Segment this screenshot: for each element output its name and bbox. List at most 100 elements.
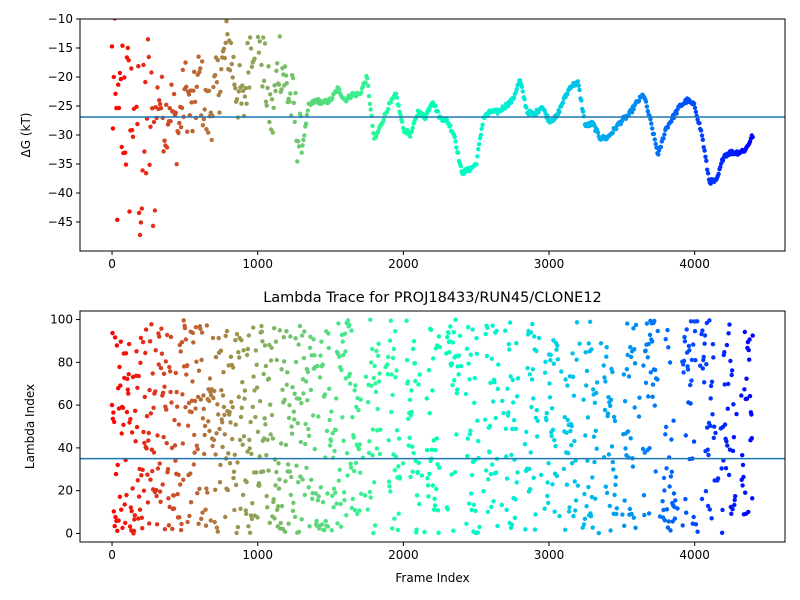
- delta-g-point: [146, 54, 151, 60]
- lambda-point: [136, 494, 142, 499]
- delta-g-point: [610, 130, 615, 135]
- lambda-point: [629, 511, 634, 517]
- lambda-point: [188, 471, 193, 476]
- lambda-point: [177, 515, 182, 520]
- lambda-point: [671, 418, 676, 423]
- lambda-x-axis-label: Frame Index: [395, 571, 469, 585]
- lambda-point: [415, 469, 421, 475]
- delta-g-point: [365, 83, 371, 89]
- delta-g-point: [671, 115, 677, 121]
- lambda-point: [291, 500, 296, 505]
- lambda-point: [614, 511, 619, 517]
- lambda-point: [393, 375, 398, 380]
- lambda-point: [129, 430, 135, 435]
- lambda-point: [331, 486, 337, 491]
- lambda-point: [515, 470, 520, 475]
- lambda-point: [301, 355, 307, 361]
- lambda-point: [159, 351, 165, 356]
- lambda-point: [213, 354, 219, 360]
- lambda-point: [372, 480, 377, 485]
- lambda-point: [302, 492, 307, 498]
- lambda-point: [306, 426, 311, 432]
- lambda-point: [400, 461, 406, 466]
- delta-g-point: [215, 57, 220, 63]
- lambda-point: [303, 379, 309, 384]
- lambda-point: [586, 341, 591, 346]
- lambda-point: [467, 377, 472, 382]
- lambda-point: [220, 420, 225, 425]
- lambda-point: [275, 507, 280, 512]
- lambda-point: [239, 338, 244, 343]
- lambda-point: [636, 414, 642, 419]
- lambda-point: [281, 335, 286, 340]
- lambda-point: [390, 355, 396, 361]
- delta-g-point: [479, 126, 484, 131]
- lambda-point: [459, 363, 464, 369]
- lambda-point: [146, 430, 151, 436]
- lambda-point: [731, 435, 737, 440]
- lambda-point: [727, 322, 732, 327]
- lambda-point: [122, 502, 127, 507]
- delta-g-point: [122, 75, 127, 80]
- lambda-point: [178, 527, 184, 533]
- lambda-point: [175, 404, 180, 409]
- lambda-point: [112, 523, 117, 529]
- lambda-point: [474, 351, 480, 356]
- lambda-point: [506, 342, 511, 347]
- lambda-point: [574, 320, 580, 325]
- lambda-point: [650, 394, 655, 399]
- delta-g-point: [119, 144, 124, 150]
- delta-g-point: [658, 144, 664, 150]
- lambda-point: [726, 472, 732, 478]
- lambda-point: [225, 487, 230, 493]
- lambda-point: [552, 509, 557, 514]
- delta-g-point: [365, 76, 370, 81]
- delta-g-point: [225, 32, 230, 37]
- lambda-point: [117, 494, 123, 499]
- lambda-point: [707, 318, 712, 323]
- delta-g-point: [255, 34, 261, 40]
- delta-g-point: [120, 43, 125, 48]
- delta-g-point: [524, 105, 529, 110]
- lambda-point: [120, 405, 126, 410]
- lambda-point: [429, 447, 435, 452]
- lambda-point: [473, 508, 478, 514]
- lambda-point: [289, 424, 294, 429]
- lambda-point: [683, 496, 688, 502]
- lambda-point: [124, 492, 129, 498]
- lambda-point: [268, 402, 273, 407]
- lambda-point: [732, 497, 737, 503]
- lambda-point: [471, 502, 477, 507]
- lambda-point: [240, 442, 245, 447]
- lambda-point: [207, 376, 213, 381]
- lambda-point: [320, 522, 325, 527]
- delta-g-point: [575, 79, 581, 84]
- lambda-point: [477, 524, 482, 530]
- lambda-point: [133, 439, 138, 444]
- lambda-point: [688, 401, 693, 406]
- lambda-point: [570, 374, 576, 379]
- lambda-point: [112, 419, 117, 425]
- lambda-point: [373, 381, 378, 386]
- lambda-point: [357, 442, 362, 447]
- delta-g-point: [158, 106, 164, 111]
- lambda-point: [247, 437, 252, 443]
- lambda-point: [681, 370, 686, 375]
- lambda-point: [661, 475, 667, 481]
- lambda-point: [622, 523, 627, 528]
- delta-g-point: [693, 109, 699, 115]
- delta-g-point: [648, 117, 653, 122]
- lambda-point: [650, 339, 655, 344]
- delta-g-point: [136, 210, 142, 216]
- lambda-point: [432, 503, 438, 508]
- lambda-point: [646, 341, 651, 347]
- delta-g-point: [705, 171, 711, 176]
- lambda-point: [336, 321, 341, 326]
- delta-g-point: [595, 130, 601, 135]
- delta-g-point: [636, 98, 642, 104]
- lambda-point: [259, 323, 264, 329]
- lambda-point: [437, 344, 442, 350]
- lambda-point: [338, 524, 344, 529]
- delta-g-point: [247, 35, 253, 40]
- lambda-point: [682, 334, 687, 340]
